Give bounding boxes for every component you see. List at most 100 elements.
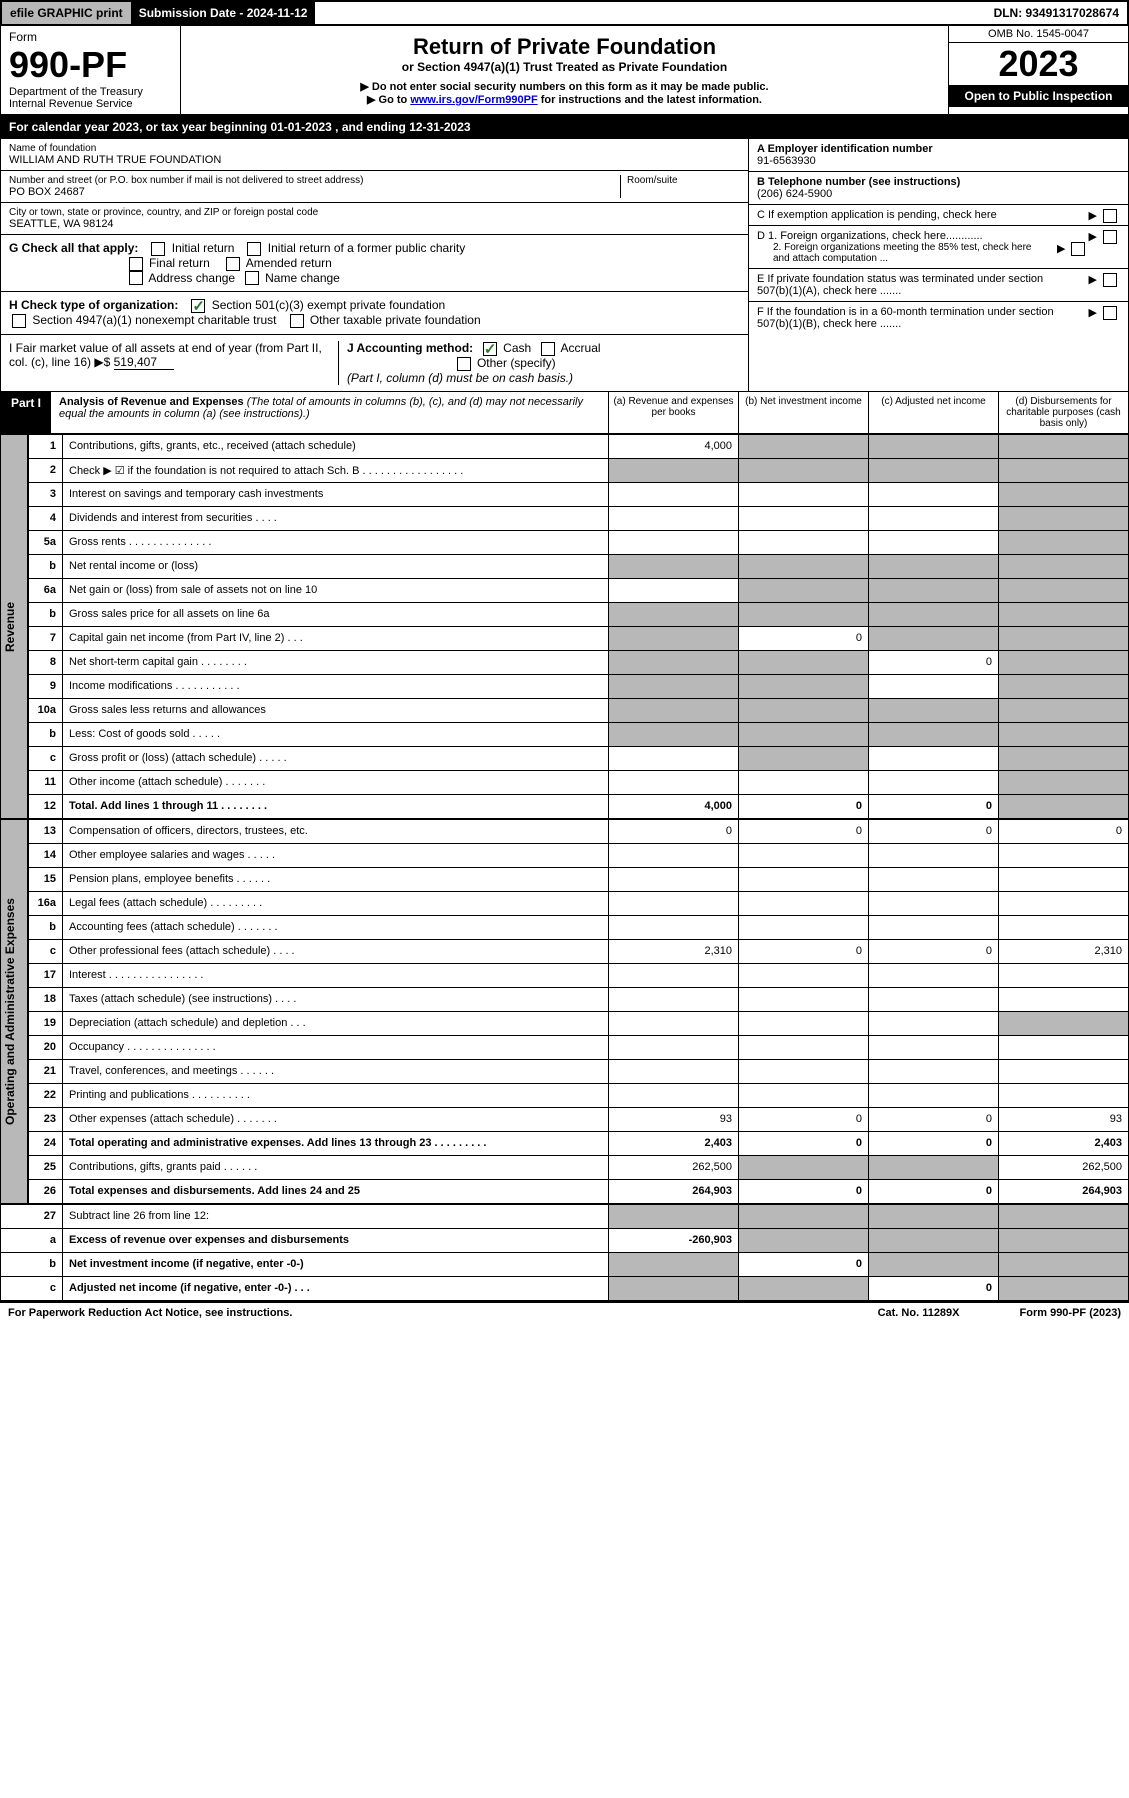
row-14: 14Other employee salaries and wages . . … [29, 843, 1129, 867]
cb-status-terminated[interactable] [1103, 273, 1117, 287]
entity-right: A Employer identification number 91-6563… [748, 139, 1128, 391]
g-check-row: G Check all that apply: Initial return I… [1, 235, 748, 292]
header-center: Return of Private Foundation or Section … [181, 26, 948, 114]
form-number: 990-PF [9, 44, 172, 86]
j-other-label: Other (specify) [477, 356, 556, 370]
cal-year-begin: 01-01-2023 [270, 120, 331, 134]
cb-exemption-pending[interactable] [1103, 209, 1117, 223]
j-cash-label: Cash [503, 341, 531, 355]
expenses-section: Operating and Administrative Expenses 13… [0, 819, 1129, 1204]
ein-label: A Employer identification number [757, 143, 933, 155]
cb-foreign-85[interactable] [1071, 242, 1085, 256]
city-label: City or town, state or province, country… [9, 207, 740, 218]
row-2: 2Check ▶ ☑ if the foundation is not requ… [29, 458, 1129, 482]
row-7: 7Capital gain net income (from Part IV, … [29, 626, 1129, 650]
cb-cash[interactable] [483, 342, 497, 356]
cb-60-month[interactable] [1103, 306, 1117, 320]
address: PO BOX 24687 [9, 186, 620, 198]
e-label: E If private foundation status was termi… [757, 273, 1057, 297]
goto-prefix: ▶ Go to [367, 94, 410, 106]
row-9: 9Income modifications . . . . . . . . . … [29, 674, 1129, 698]
row-27: 27Subtract line 26 from line 12: [1, 1204, 1129, 1228]
row-11: 11Other income (attach schedule) . . . .… [29, 770, 1129, 794]
row-16b: bAccounting fees (attach schedule) . . .… [29, 915, 1129, 939]
form-label: Form [9, 30, 172, 44]
row-6b: bGross sales price for all assets on lin… [29, 602, 1129, 626]
row-5a: 5aGross rents . . . . . . . . . . . . . … [29, 530, 1129, 554]
cb-4947[interactable] [12, 314, 26, 328]
cb-final-return[interactable] [129, 257, 143, 271]
cb-foreign-org[interactable] [1103, 230, 1117, 244]
row-24: 24Total operating and administrative exp… [29, 1131, 1129, 1155]
cb-address-change[interactable] [129, 271, 143, 285]
cb-initial-former[interactable] [247, 242, 261, 256]
row-13: 13Compensation of officers, directors, t… [29, 819, 1129, 843]
row-12: 12Total. Add lines 1 through 11 . . . . … [29, 794, 1129, 818]
row-26: 26Total expenses and disbursements. Add … [29, 1179, 1129, 1203]
h-label: H Check type of organization: [9, 298, 178, 312]
row-15: 15Pension plans, employee benefits . . .… [29, 867, 1129, 891]
foundation-name-cell: Name of foundation WILLIAM AND RUTH TRUE… [1, 139, 748, 171]
c-label: C If exemption application is pending, c… [757, 209, 997, 221]
goto-note: ▶ Go to www.irs.gov/Form990PF for instru… [189, 93, 940, 106]
dept-treasury: Department of the Treasury [9, 86, 172, 98]
row-8: 8Net short-term capital gain . . . . . .… [29, 650, 1129, 674]
cb-501c3[interactable] [191, 299, 205, 313]
f-label: F If the foundation is in a 60-month ter… [757, 306, 1057, 330]
row-27c: cAdjusted net income (if negative, enter… [1, 1276, 1129, 1300]
cb-other-method[interactable] [457, 357, 471, 371]
top-bar: efile GRAPHIC print Submission Date - 20… [0, 0, 1129, 26]
cb-amended-return[interactable] [226, 257, 240, 271]
row-16c: cOther professional fees (attach schedul… [29, 939, 1129, 963]
line27-table: 27Subtract line 26 from line 12: aExcess… [0, 1204, 1129, 1301]
expenses-table: 13Compensation of officers, directors, t… [28, 819, 1129, 1204]
city: SEATTLE, WA 98124 [9, 218, 740, 230]
f-cell: F If the foundation is in a 60-month ter… [749, 302, 1128, 334]
cb-accrual[interactable] [541, 342, 555, 356]
cal-year-end: 12-31-2023 [409, 120, 470, 134]
row-4: 4Dividends and interest from securities … [29, 506, 1129, 530]
tax-year: 2023 [949, 43, 1128, 85]
g-initial-former-label: Initial return of a former public charit… [268, 241, 465, 255]
form-header: Form 990-PF Department of the Treasury I… [0, 26, 1129, 115]
row-6a: 6aNet gain or (loss) from sale of assets… [29, 578, 1129, 602]
row-21: 21Travel, conferences, and meetings . . … [29, 1059, 1129, 1083]
h-4947-label: Section 4947(a)(1) nonexempt charitable … [32, 313, 276, 327]
phone: (206) 624-5900 [757, 188, 832, 200]
calendar-year-row: For calendar year 2023, or tax year begi… [0, 115, 1129, 139]
j-label: J Accounting method: [347, 341, 473, 355]
h-check-row: H Check type of organization: Section 50… [1, 292, 748, 335]
header-right: OMB No. 1545-0047 2023 Open to Public In… [948, 26, 1128, 114]
ein: 91-6563930 [757, 155, 816, 167]
g-initial-label: Initial return [172, 241, 235, 255]
efile-badge[interactable]: efile GRAPHIC print [2, 2, 131, 24]
form-subtitle: or Section 4947(a)(1) Trust Treated as P… [189, 60, 940, 74]
dln: DLN: 93491317028674 [986, 2, 1127, 24]
entity-section: Name of foundation WILLIAM AND RUTH TRUE… [0, 139, 1129, 392]
submission-date: Submission Date - 2024-11-12 [131, 2, 316, 24]
g-final-label: Final return [149, 256, 210, 270]
footer-center: Cat. No. 11289X [878, 1307, 960, 1319]
inspection-badge: Open to Public Inspection [949, 85, 1128, 107]
cb-name-change[interactable] [245, 271, 259, 285]
g-amended-label: Amended return [246, 256, 332, 270]
i-fmv-value: 519,407 [114, 355, 174, 370]
j-note: (Part I, column (d) must be on cash basi… [347, 371, 573, 385]
h-other-taxable-label: Other taxable private foundation [310, 313, 481, 327]
row-16a: 16aLegal fees (attach schedule) . . . . … [29, 891, 1129, 915]
phone-cell: B Telephone number (see instructions) (2… [749, 172, 1128, 205]
revenue-table: 1Contributions, gifts, grants, etc., rec… [28, 434, 1129, 819]
form990pf-link[interactable]: www.irs.gov/Form990PF [410, 94, 537, 106]
row-3: 3Interest on savings and temporary cash … [29, 482, 1129, 506]
part1-desc: Analysis of Revenue and Expenses (The to… [51, 392, 608, 433]
entity-left: Name of foundation WILLIAM AND RUTH TRUE… [1, 139, 748, 391]
g-label: G Check all that apply: [9, 241, 138, 255]
address-cell: Number and street (or P.O. box number if… [1, 171, 748, 203]
cb-other-taxable[interactable] [290, 314, 304, 328]
expenses-side-label: Operating and Administrative Expenses [0, 819, 28, 1204]
cb-initial-return[interactable] [151, 242, 165, 256]
i-j-row: I Fair market value of all assets at end… [1, 335, 748, 391]
g-name-change-label: Name change [265, 271, 340, 285]
c-cell: C If exemption application is pending, c… [749, 205, 1128, 226]
j-accrual-label: Accrual [561, 341, 601, 355]
